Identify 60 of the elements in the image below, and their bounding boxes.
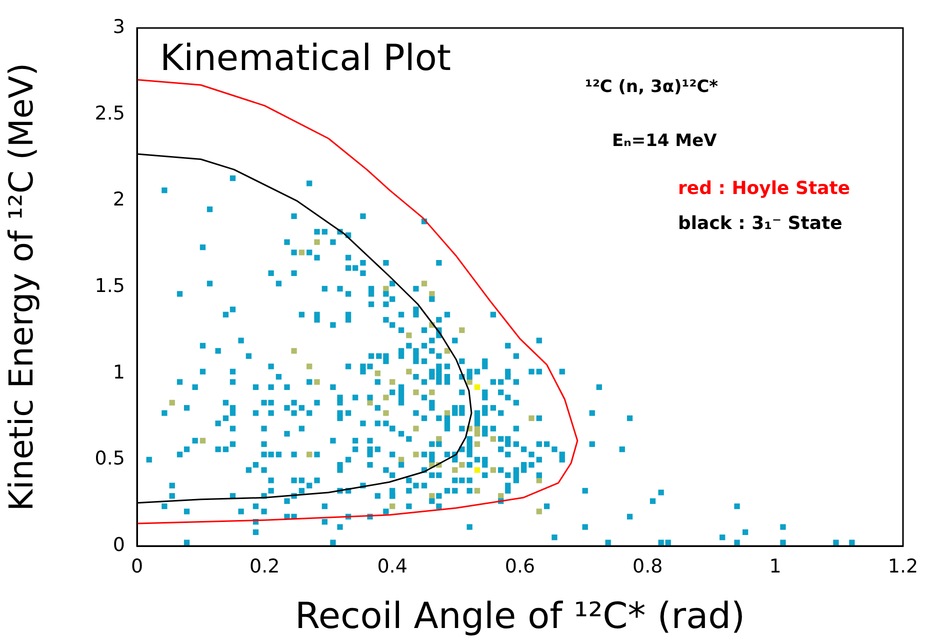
point xyxy=(421,280,428,286)
point xyxy=(528,415,534,422)
point xyxy=(474,384,480,390)
point xyxy=(383,394,389,400)
point xyxy=(474,441,480,447)
point xyxy=(314,239,320,245)
y-tick-label: 0.5 xyxy=(94,448,125,470)
x-tick-label: 0.4 xyxy=(377,555,408,578)
point xyxy=(406,332,412,338)
point xyxy=(429,493,435,499)
x-tick-label: 1.2 xyxy=(888,555,918,578)
y-tick-label: 2.5 xyxy=(94,102,125,124)
point xyxy=(390,379,396,385)
point xyxy=(383,410,389,416)
x-axis-title: Recoil Angle of ¹²C* (rad) xyxy=(294,596,746,637)
point xyxy=(474,488,480,494)
point xyxy=(498,493,504,499)
annotation: Kinematical Plot xyxy=(160,38,451,79)
point xyxy=(490,436,496,442)
y-tick-label: 3 xyxy=(112,16,125,38)
point xyxy=(413,452,419,458)
point xyxy=(367,400,373,406)
x-tick-label: 0 xyxy=(130,555,144,578)
point xyxy=(383,286,389,292)
point xyxy=(474,430,480,437)
point xyxy=(374,370,380,376)
point xyxy=(474,467,480,473)
point xyxy=(436,436,442,442)
y-axis-title: Kinetic Energy of ¹²C (MeV) xyxy=(1,62,40,512)
point xyxy=(490,467,496,473)
point xyxy=(429,291,435,297)
x-tick-label: 0.2 xyxy=(250,555,280,578)
point xyxy=(306,452,312,458)
annotation: black : 3₁⁻ State xyxy=(678,213,842,234)
point xyxy=(390,503,396,510)
x-tick-label: 0.8 xyxy=(632,555,663,578)
point xyxy=(306,364,312,370)
point xyxy=(406,368,412,374)
point xyxy=(444,410,450,416)
point xyxy=(536,508,542,514)
y-tick-label: 1.5 xyxy=(94,274,125,297)
annotation: ¹²C (n, 3α)¹²C* xyxy=(585,77,718,97)
point xyxy=(314,379,320,385)
point xyxy=(429,390,435,396)
y-tick-label: 0 xyxy=(112,534,125,556)
x-tick-label: 0.6 xyxy=(504,555,536,578)
y-tick-label: 2 xyxy=(112,188,125,211)
point xyxy=(452,467,458,473)
annotation: red : Hoyle State xyxy=(678,178,850,199)
point xyxy=(200,438,206,444)
point xyxy=(413,426,419,432)
point xyxy=(413,390,419,396)
annotation: Eₙ=14 MeV xyxy=(612,131,718,151)
point xyxy=(459,327,465,333)
y-tick-label: 1 xyxy=(112,361,125,384)
point xyxy=(459,462,465,468)
point xyxy=(291,348,297,354)
x-tick-label: 1 xyxy=(769,555,782,578)
point xyxy=(298,250,305,256)
point xyxy=(169,400,175,406)
